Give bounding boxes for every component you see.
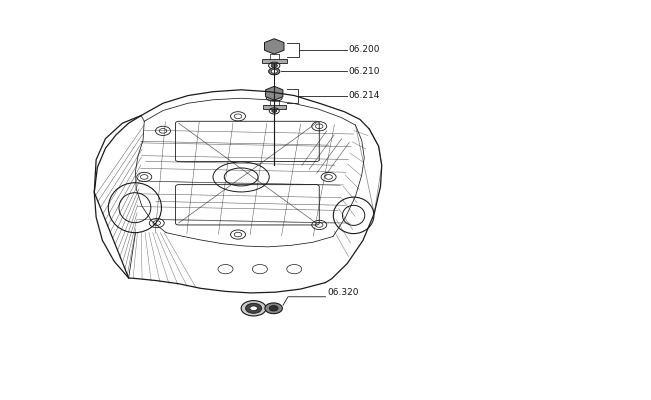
- Circle shape: [230, 112, 245, 121]
- Circle shape: [312, 122, 327, 131]
- Circle shape: [245, 303, 262, 313]
- Ellipse shape: [266, 95, 282, 101]
- Circle shape: [230, 230, 245, 239]
- Polygon shape: [263, 105, 286, 109]
- Circle shape: [156, 126, 171, 136]
- Text: 06.320: 06.320: [327, 288, 359, 298]
- Circle shape: [250, 306, 257, 310]
- Text: 06.210: 06.210: [349, 67, 380, 76]
- Circle shape: [321, 172, 336, 182]
- Text: 06.200: 06.200: [349, 45, 380, 54]
- Polygon shape: [266, 86, 283, 100]
- Polygon shape: [262, 60, 286, 63]
- Circle shape: [271, 64, 277, 68]
- Circle shape: [312, 220, 327, 230]
- Circle shape: [269, 68, 280, 75]
- Circle shape: [271, 70, 277, 73]
- Circle shape: [149, 218, 164, 228]
- Circle shape: [271, 109, 277, 112]
- Circle shape: [241, 301, 266, 316]
- Circle shape: [270, 306, 278, 311]
- Polygon shape: [264, 39, 284, 54]
- Circle shape: [265, 303, 283, 314]
- Text: 06.214: 06.214: [349, 92, 380, 100]
- Circle shape: [137, 172, 152, 182]
